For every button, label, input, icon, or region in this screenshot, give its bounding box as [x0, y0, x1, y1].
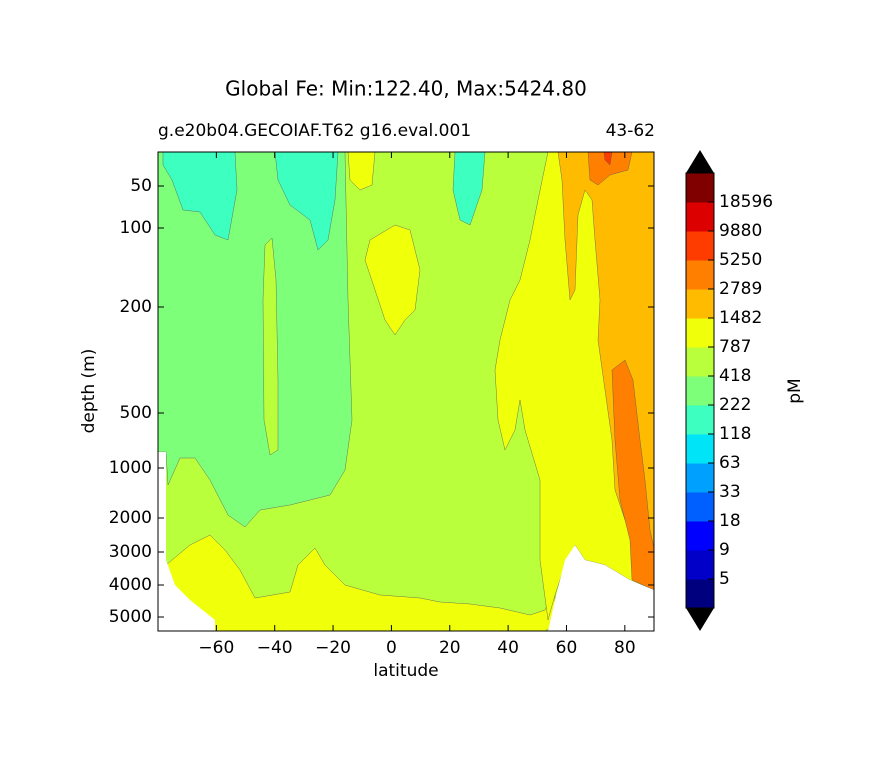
colorbar: 5 9 18 33 63 118 222 418 787 1482 2789 5250 9880 1859…	[685, 150, 773, 631]
colorbar-bin	[686, 405, 714, 435]
contour-region	[262, 237, 279, 456]
colorbar-extend-top	[686, 150, 714, 173]
x-tick-label: 0	[386, 638, 397, 658]
colorbar-tick-label: 2789	[719, 279, 762, 299]
colorbar-bin	[686, 202, 714, 232]
chart-title: Global Fe: Min:122.40, Max:5424.80	[225, 77, 587, 101]
colorbar-tick-label: 18	[719, 511, 741, 531]
colorbar-bin	[686, 463, 714, 493]
y-tick-label: 200	[120, 297, 152, 317]
contour-region	[165, 534, 556, 632]
colorbar-tick-label: 1482	[719, 308, 762, 328]
colorbar-bin	[686, 173, 714, 203]
colorbar-tick-label: 63	[719, 453, 741, 473]
y-tick-label: 3000	[109, 542, 152, 562]
subtitle-right: 43-62	[606, 121, 655, 141]
colorbar-tick-label: 5250	[719, 250, 762, 270]
colorbar-tick-label: 9	[719, 540, 730, 560]
contour-region	[364, 224, 421, 336]
y-axis-label: depth (m)	[79, 349, 99, 434]
x-tick-label: 40	[497, 638, 519, 658]
x-tick-label: 80	[614, 638, 636, 658]
colorbar-bin	[686, 550, 714, 580]
colorbar-bin	[686, 289, 714, 319]
no-data-region	[548, 545, 654, 631]
no-data-region	[158, 452, 215, 631]
colorbar-tick-label: 222	[719, 395, 751, 415]
y-tick-label: 500	[120, 403, 152, 423]
y-tick-label: 1000	[109, 458, 152, 478]
y-tick-label: 5000	[109, 607, 152, 627]
colorbar-bin	[686, 434, 714, 464]
colorbar-bin	[686, 521, 714, 551]
colorbar-tick-label: 33	[719, 482, 741, 502]
colorbar-tick-label: 5	[719, 569, 730, 589]
colorbar-tick-label: 418	[719, 366, 751, 386]
contour-region	[162, 151, 238, 241]
contour-region	[274, 151, 339, 251]
colorbar-tick-label: 787	[719, 337, 751, 357]
colorbar-bin	[686, 260, 714, 290]
plot-area: −60 −40 −20 0 20 40 60 80 50 100 200 500 1000 2000 300…	[109, 151, 655, 658]
x-tick-label: 20	[439, 638, 461, 658]
colorbar-tick-label: 118	[719, 424, 751, 444]
x-tick-label: 60	[556, 638, 578, 658]
colorbar-extend-bottom	[686, 608, 714, 631]
colorbar-bin	[686, 492, 714, 522]
contour-region	[157, 151, 353, 528]
colorbar-frame	[685, 172, 715, 609]
x-tick-label: −20	[315, 638, 351, 658]
y-tick-label: 100	[120, 218, 152, 238]
x-axis-label: latitude	[373, 661, 438, 681]
colorbar-label: pM	[785, 378, 805, 403]
colorbar-bin	[686, 579, 714, 609]
colorbar-tick-label: 18596	[719, 192, 773, 212]
colorbar-bin	[686, 231, 714, 261]
colorbar-tick-label: 9880	[719, 221, 762, 241]
colorbar-bin	[686, 376, 714, 406]
colorbar-bin	[686, 318, 714, 348]
x-tick-label: −40	[257, 638, 293, 658]
subtitle-left: g.e20b04.GECOIAF.T62 g16.eval.001	[158, 121, 471, 141]
y-tick-label: 2000	[109, 508, 152, 528]
y-tick-label: 50	[130, 176, 152, 196]
y-tick-label: 4000	[109, 575, 152, 595]
colorbar-bin	[686, 347, 714, 377]
plot-frame	[157, 151, 655, 632]
x-tick-label: −60	[198, 638, 234, 658]
